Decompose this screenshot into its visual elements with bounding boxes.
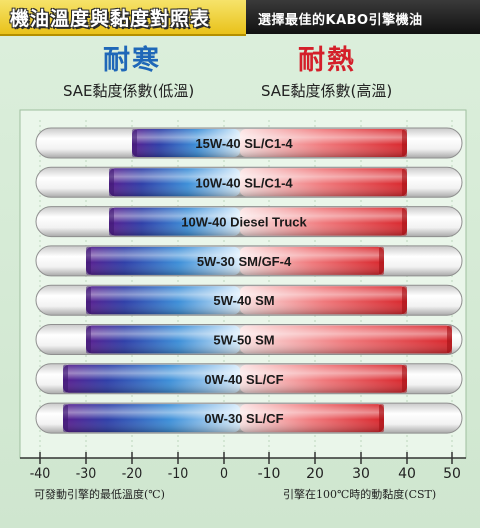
grade-label: 0W-30 SL/CF xyxy=(204,411,283,426)
grade-row: 0W-40 SL/CF xyxy=(35,363,463,395)
bar-gloss xyxy=(86,246,384,275)
bar-cap-left xyxy=(109,207,114,236)
right-axis-label: 引擎在100℃時的動黏度(CST) xyxy=(283,488,437,501)
tick-label-left: 0 xyxy=(220,466,228,482)
tick-label-right: 50 xyxy=(443,466,461,482)
bar-cap-left xyxy=(63,404,68,433)
grade-label: 5W-50 SM xyxy=(213,333,274,348)
grade-label: 10W-40 Diesel Truck xyxy=(181,215,307,230)
bar-cap-right xyxy=(402,168,407,197)
bar-cap-left xyxy=(86,246,91,275)
bar-gloss xyxy=(63,364,407,393)
tick-label-right: 30 xyxy=(352,466,370,482)
hot-sae-label: SAE黏度係數(高溫) xyxy=(261,82,393,100)
bar-cap-left xyxy=(63,364,68,393)
bar-cap-left xyxy=(86,325,91,354)
axis-ticks: -40 -30 -20 -10 0 -10 20 30 40 50 xyxy=(30,452,461,482)
bar-cap-right xyxy=(402,207,407,236)
tick-label-right: -10 xyxy=(258,466,281,482)
tick-label-right: 20 xyxy=(306,466,324,482)
cold-heading: 耐寒 xyxy=(103,45,161,76)
bar-cap-left xyxy=(132,129,137,157)
hot-heading: 耐熱 xyxy=(298,45,356,76)
header-title-panel xyxy=(0,0,246,36)
bar-cap-right xyxy=(402,129,407,157)
bar-cap-right xyxy=(379,246,384,275)
bar-gloss xyxy=(109,207,407,236)
grade-row: 10W-40 SL/C1-4 xyxy=(35,166,463,198)
grade-label: 15W-40 SL/C1-4 xyxy=(195,136,293,151)
bar-cap-right xyxy=(402,364,407,393)
bar-cap-right xyxy=(447,325,452,354)
grade-row: 5W-30 SM/GF-4 xyxy=(35,245,463,277)
grade-row: 10W-40 Diesel Truck xyxy=(35,206,463,238)
tick-label-left: -10 xyxy=(168,466,189,482)
grade-label: 10W-40 SL/C1-4 xyxy=(195,175,293,190)
bar-gloss xyxy=(86,286,407,315)
grade-row: 15W-40 SL/C1-4 xyxy=(35,127,463,159)
bar-cap-right xyxy=(402,286,407,315)
tick-label-right: 40 xyxy=(398,466,416,482)
grade-row: 5W-50 SM xyxy=(35,324,463,355)
grade-label: 5W-30 SM/GF-4 xyxy=(197,254,292,269)
bar-gloss xyxy=(132,129,407,157)
bar-gloss xyxy=(109,168,407,197)
bar-gloss xyxy=(86,325,452,354)
left-axis-label: 可發動引擎的最低溫度(℃) xyxy=(34,488,165,501)
bar-cap-left xyxy=(109,168,114,197)
grade-row: 0W-30 SL/CF xyxy=(35,402,463,434)
grade-row: 5W-40 SM xyxy=(35,284,463,316)
tick-label-left: -20 xyxy=(122,466,143,482)
grade-bars: 15W-40 SL/C1-4 10W-40 SL/C1-4 10W-40 Diese… xyxy=(35,127,463,434)
bar-cap-left xyxy=(86,286,91,315)
chart-title: 機油溫度與黏度對照表 xyxy=(10,8,211,30)
grade-label: 5W-40 SM xyxy=(213,293,274,308)
cold-sae-label: SAE黏度係數(低溫) xyxy=(63,82,195,100)
header-subtitle-panel xyxy=(246,0,480,34)
tick-label-left: -30 xyxy=(76,466,97,482)
tick-label-left: -40 xyxy=(30,466,51,482)
chart-subtitle: 選擇最佳的KABO引擎機油 xyxy=(258,13,423,28)
bar-gloss xyxy=(63,404,384,433)
header-bar: 機油溫度與黏度對照表 選擇最佳的KABO引擎機油 xyxy=(0,0,480,36)
grade-label: 0W-40 SL/CF xyxy=(204,372,283,387)
bar-cap-right xyxy=(379,404,384,433)
